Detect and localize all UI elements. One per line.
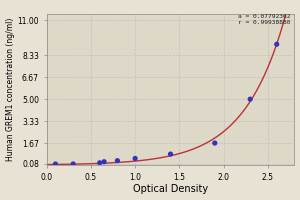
Point xyxy=(133,157,137,160)
Point xyxy=(274,43,279,46)
Point xyxy=(97,161,102,164)
X-axis label: Optical Density: Optical Density xyxy=(133,184,208,194)
Point xyxy=(102,160,106,163)
Text: a = 0.07792362
r = 0.99938880: a = 0.07792362 r = 0.99938880 xyxy=(238,14,291,25)
Point xyxy=(248,98,253,101)
Point xyxy=(71,162,76,166)
Point xyxy=(168,152,173,156)
Point xyxy=(212,141,217,145)
Point xyxy=(115,159,120,162)
Point xyxy=(53,162,58,166)
Y-axis label: Human GREM1 concentration (ng/ml): Human GREM1 concentration (ng/ml) xyxy=(6,18,15,161)
